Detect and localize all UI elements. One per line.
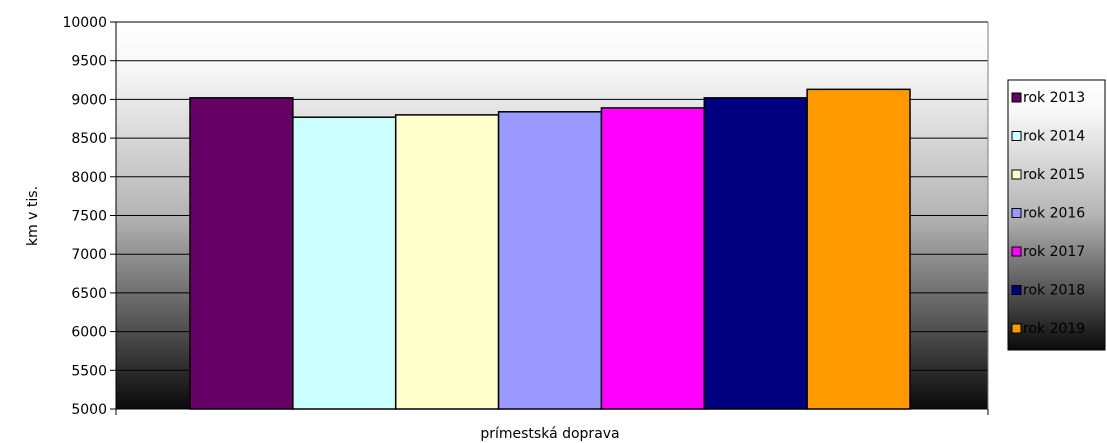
- y-tick-label: 9000: [71, 92, 107, 108]
- legend-item: rok 2013: [1011, 90, 1085, 106]
- y-tick-label: 6000: [71, 325, 107, 341]
- legend-label: rok 2018: [1023, 283, 1085, 299]
- legend-swatch: [1011, 169, 1022, 180]
- legend-item: rok 2019: [1011, 321, 1085, 337]
- legend-item: rok 2015: [1011, 167, 1085, 183]
- y-tick-label: 6500: [71, 286, 107, 302]
- legend-label: rok 2014: [1023, 129, 1085, 145]
- bar-rok-2016: [497, 111, 603, 410]
- y-axis-label: km v tis.: [25, 186, 41, 246]
- legend-swatch: [1011, 285, 1022, 295]
- y-tick-labels: 5000 5500 6000 6500 7000 7500 8000 8500 9000 9500…: [62, 15, 989, 418]
- legend-label: rok 2015: [1023, 167, 1085, 183]
- bar-rok-2015: [394, 114, 500, 410]
- legend-label: rok 2019: [1023, 321, 1085, 337]
- legend-item: rok 2014: [1011, 129, 1085, 145]
- bar-rok-2014: [292, 116, 397, 410]
- y-tick-label: 8500: [71, 131, 107, 147]
- bars: [189, 88, 911, 410]
- y-tick-label: 5500: [71, 363, 107, 379]
- legend-swatch: [1011, 92, 1022, 103]
- y-tick-label: 10000: [62, 15, 107, 31]
- legend-label: rok 2017: [1023, 244, 1085, 260]
- bar-rok-2019: [806, 88, 911, 410]
- legend-swatch: [1011, 208, 1022, 218]
- legend: rok 2013 rok 2014 rok 2015 rok 2016 rok 2017…: [1007, 79, 1106, 351]
- y-tick-label: 7000: [71, 247, 107, 263]
- y-tick-label: 5000: [71, 402, 107, 418]
- legend-item: rok 2016: [1011, 206, 1085, 222]
- y-tick-label: 9500: [71, 54, 107, 70]
- x-axis-label: prímestská doprava: [480, 426, 619, 442]
- legend-swatch: [1011, 246, 1022, 257]
- legend-swatch: [1011, 323, 1022, 334]
- legend-label: rok 2013: [1023, 90, 1085, 106]
- legend-label: rok 2016: [1023, 206, 1085, 222]
- legend-swatch: [1011, 131, 1022, 141]
- legend-item: rok 2018: [1011, 283, 1085, 299]
- bar-rok-2017: [600, 107, 706, 410]
- legend-box: [1007, 79, 1106, 351]
- bar-rok-2013: [189, 97, 294, 410]
- bar-rok-2018: [703, 97, 808, 410]
- legend-item: rok 2017: [1011, 244, 1085, 260]
- y-tick-label: 7500: [71, 209, 107, 225]
- y-tick-label: 8000: [71, 170, 107, 186]
